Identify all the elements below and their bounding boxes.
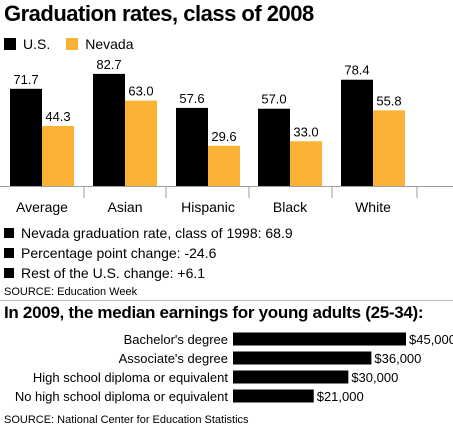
bar-nevada-white <box>373 110 405 186</box>
note-bullet <box>4 228 14 238</box>
value-label: $30,000 <box>351 370 398 385</box>
data-label: 33.0 <box>293 124 318 139</box>
note-text: Rest of the U.S. change: +6.1 <box>21 265 206 281</box>
section-divider <box>0 300 453 301</box>
earnings-bar <box>233 351 372 365</box>
legend-label-us: U.S. <box>23 36 51 52</box>
bar-us-white <box>341 79 373 186</box>
value-label: $21,000 <box>317 389 364 404</box>
earnings-bar <box>233 370 349 384</box>
legend-swatch-nevada <box>66 38 79 50</box>
data-label: 71.7 <box>13 72 38 87</box>
value-label: $45,000 <box>409 332 453 347</box>
value-label: $36,000 <box>374 351 421 366</box>
bar-nevada-asian <box>125 100 157 186</box>
legend-item-us: U.S. <box>4 36 50 52</box>
data-label: 63.0 <box>128 84 153 99</box>
legend-swatch-us <box>4 38 16 50</box>
data-label: 55.8 <box>376 93 401 108</box>
category-label: Associate's degree <box>119 351 228 366</box>
note-item: Percentage point change: -24.6 <box>4 243 293 263</box>
chart-title: Graduation rates, class of 2008 <box>4 1 314 26</box>
data-label: 78.4 <box>344 63 369 78</box>
earnings-title: In 2009, the median earnings for young a… <box>4 303 424 322</box>
bar-us-asian <box>93 73 125 186</box>
x-tick-label: Black <box>273 199 308 215</box>
note-text: Percentage point change: -24.6 <box>21 245 217 261</box>
data-label: 29.6 <box>211 129 236 144</box>
bar-nevada-average <box>42 125 74 186</box>
data-label: 82.7 <box>96 60 121 72</box>
earnings-bar <box>233 389 314 403</box>
category-label: Bachelor's degree <box>124 332 228 347</box>
graduation-rates-chart: 71.7 44.3 Average 82.7 63.0 Asian 57.6 29.6 Hisp… <box>0 60 453 215</box>
bar-us-black <box>258 108 290 186</box>
source-education-week: SOURCE: Education Week <box>4 286 138 298</box>
data-label: 44.3 <box>45 109 70 124</box>
note-item: Nevada graduation rate, class of 1998: 6… <box>4 223 293 243</box>
category-label: High school diploma or equivalent <box>33 370 229 385</box>
source-nces: SOURCE: National Center for Education St… <box>4 414 249 426</box>
legend-label-nevada: Nevada <box>85 36 134 52</box>
x-tick-label: Hispanic <box>181 199 235 215</box>
bar-us-hispanic <box>176 107 208 186</box>
legend: U.S. Nevada <box>4 36 150 52</box>
notes-list: Nevada graduation rate, class of 1998: 6… <box>4 223 293 283</box>
earnings-chart: Bachelor's degree $45,000 Associate's degr… <box>15 332 453 404</box>
data-label: 57.0 <box>261 92 286 107</box>
x-tick-label: White <box>355 199 391 215</box>
earnings-bar <box>233 332 406 346</box>
x-tick-label: Average <box>16 199 68 215</box>
category-label: No high school diploma or equivalent <box>15 389 229 404</box>
note-item: Rest of the U.S. change: +6.1 <box>4 263 293 283</box>
legend-item-nevada: Nevada <box>66 36 134 52</box>
x-tick-label: Asian <box>107 199 142 215</box>
bar-us-average <box>10 88 42 186</box>
note-text: Nevada graduation rate, class of 1998: 6… <box>21 225 293 241</box>
data-label: 57.6 <box>179 91 204 106</box>
note-bullet <box>4 268 14 278</box>
bar-nevada-black <box>290 141 322 186</box>
note-bullet <box>4 248 14 258</box>
bar-nevada-hispanic <box>208 145 240 186</box>
